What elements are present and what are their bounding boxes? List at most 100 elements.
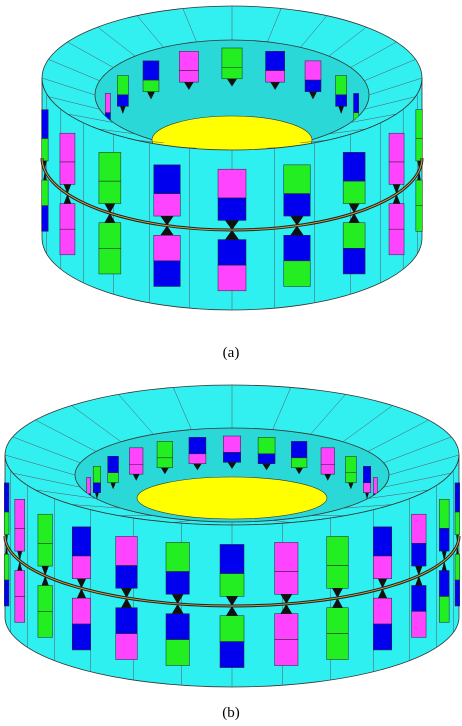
coil-block xyxy=(389,229,404,255)
coil-block xyxy=(220,574,244,597)
coil-block xyxy=(343,152,365,181)
coil-block xyxy=(455,512,460,535)
coil-block xyxy=(389,204,404,230)
coil-block xyxy=(220,642,244,668)
coil-block xyxy=(154,261,180,287)
coil-block xyxy=(412,514,426,543)
coil-block xyxy=(117,95,128,107)
coil-block xyxy=(72,527,90,556)
figure: (a) (b) xyxy=(0,0,462,726)
coil-block xyxy=(291,441,307,457)
coil-block xyxy=(336,95,347,107)
coil-block xyxy=(218,198,246,220)
coil-block xyxy=(143,80,159,92)
coil-block xyxy=(189,454,206,464)
coil-block xyxy=(416,110,423,139)
coil-block xyxy=(373,556,391,579)
coil-block xyxy=(4,554,9,580)
coil-block xyxy=(305,80,321,92)
coil-block xyxy=(4,580,9,606)
coil-block xyxy=(116,566,137,589)
coil-block xyxy=(455,554,460,580)
coil-block xyxy=(60,229,75,255)
coil-block xyxy=(166,614,189,640)
coil-block xyxy=(99,152,121,181)
coil-block xyxy=(15,499,25,528)
coil-block xyxy=(38,543,52,566)
coil-block xyxy=(284,235,310,261)
coil-block xyxy=(108,473,119,483)
coil-block xyxy=(284,194,310,216)
coil-block xyxy=(108,456,119,472)
coil-block xyxy=(412,611,426,637)
coil-block xyxy=(373,624,391,650)
coil-block xyxy=(389,162,404,184)
coil-block xyxy=(42,206,49,232)
coil-block xyxy=(373,598,391,624)
coil-block xyxy=(93,466,100,482)
coil-block xyxy=(439,499,449,528)
caption: (b) xyxy=(222,705,240,721)
coil-block xyxy=(363,466,370,482)
coil-block xyxy=(412,585,426,611)
caption: (a) xyxy=(223,345,240,361)
coil-block xyxy=(72,624,90,650)
coil-block xyxy=(38,611,52,637)
floor xyxy=(137,477,327,519)
coil-block xyxy=(321,448,335,464)
ring-render-a xyxy=(42,6,423,310)
coil-block xyxy=(116,608,137,634)
coil-block xyxy=(42,110,49,139)
coil-block xyxy=(343,223,365,249)
coil-block xyxy=(157,458,173,468)
coil-block xyxy=(60,162,75,184)
coil-block xyxy=(72,556,90,579)
coil-block xyxy=(412,543,426,566)
coil-block xyxy=(291,458,307,468)
coil-block xyxy=(15,528,25,551)
coil-block xyxy=(116,536,137,565)
coil-block xyxy=(222,48,242,67)
coil-block xyxy=(389,133,404,162)
coil-block xyxy=(129,464,143,474)
coil-block xyxy=(157,441,173,457)
coil-block xyxy=(416,180,423,206)
coil-block xyxy=(345,456,356,472)
coil-block xyxy=(321,464,335,474)
coil-block xyxy=(275,572,298,595)
coil-block xyxy=(154,235,180,261)
coil-block xyxy=(93,483,100,493)
coil-block xyxy=(284,165,310,194)
coil-block xyxy=(266,51,285,70)
coil-block xyxy=(4,512,9,535)
coil-block xyxy=(154,194,180,216)
coil-block xyxy=(363,483,370,493)
coil-block xyxy=(218,240,246,266)
coil-block xyxy=(189,437,206,453)
coil-block xyxy=(42,139,49,161)
coil-block xyxy=(105,93,110,112)
coil-block xyxy=(143,61,159,80)
coil-block xyxy=(258,437,275,453)
coil-block xyxy=(220,616,244,642)
coil-block xyxy=(455,483,460,512)
coil-block xyxy=(166,640,189,666)
coil-block xyxy=(439,596,449,622)
coil-block xyxy=(42,180,49,206)
coil-block xyxy=(266,71,285,83)
coil-block xyxy=(218,265,246,291)
coil-block xyxy=(87,477,91,493)
coil-block xyxy=(275,614,298,640)
coil-block xyxy=(223,452,240,462)
coil-block xyxy=(343,248,365,274)
page: (a) (b) (() => { const data = JSON.parse… xyxy=(0,0,462,726)
coil-block xyxy=(15,571,25,597)
coil-block xyxy=(354,93,359,112)
coil-block xyxy=(166,542,189,571)
coil-block xyxy=(72,598,90,624)
coil-block xyxy=(416,206,423,232)
coil-block xyxy=(166,572,189,595)
coil-block xyxy=(373,477,377,493)
coil-block xyxy=(284,261,310,287)
coil-block xyxy=(99,223,121,249)
